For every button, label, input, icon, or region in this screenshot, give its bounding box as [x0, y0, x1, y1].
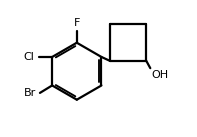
- Text: Br: Br: [24, 88, 36, 98]
- Text: OH: OH: [151, 70, 168, 80]
- Text: Cl: Cl: [24, 52, 34, 62]
- Text: F: F: [74, 18, 80, 28]
